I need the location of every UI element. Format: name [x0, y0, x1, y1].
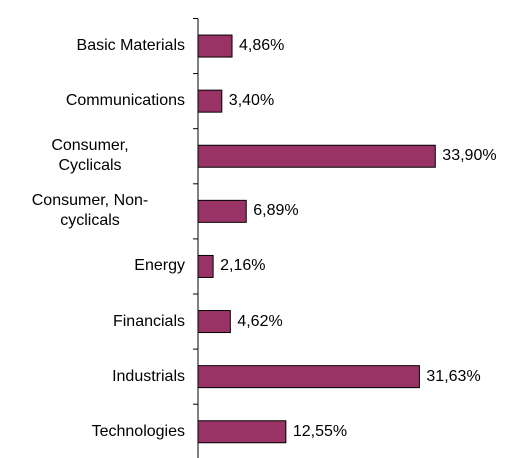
- value-label: 12,55%: [292, 422, 348, 440]
- bar: [197, 199, 247, 223]
- bar: [197, 144, 436, 168]
- category-label: Industrials: [112, 367, 185, 385]
- bar: [197, 420, 287, 444]
- value-label: 33,90%: [442, 147, 497, 165]
- bar: [197, 89, 223, 113]
- category-label: Communications: [65, 92, 185, 110]
- category-label: Technologies: [91, 422, 185, 440]
- bar: [197, 254, 214, 278]
- category-label: Financials: [112, 312, 185, 330]
- value-label: 4,62%: [237, 312, 283, 330]
- value-label: 2,16%: [220, 257, 266, 275]
- category-label: Consumer, Non- cyclicals: [31, 192, 149, 230]
- bar: [197, 365, 420, 389]
- value-label: 3,40%: [228, 92, 275, 110]
- bar: [197, 34, 233, 58]
- category-label: Consumer, Cyclicals: [51, 137, 129, 175]
- value-label: 6,89%: [253, 202, 299, 220]
- bar: [197, 310, 231, 334]
- category-label: Energy: [134, 257, 185, 275]
- value-label: 4,86%: [239, 37, 285, 55]
- category-label: Basic Materials: [76, 37, 185, 55]
- value-label: 31,63%: [426, 367, 481, 385]
